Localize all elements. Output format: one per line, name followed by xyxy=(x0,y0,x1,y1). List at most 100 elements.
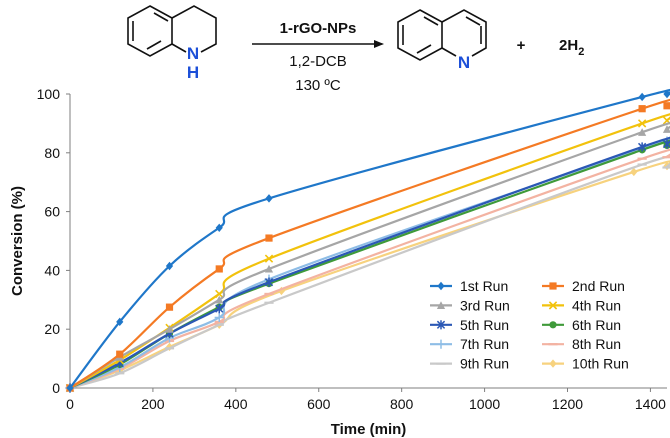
legend-swatch-marker xyxy=(548,301,558,310)
x-tick-labels: 0 200 400 600 800 1000 1200 1400 xyxy=(66,388,666,412)
legend-item: 8th Run xyxy=(542,336,621,352)
legend-item: 5th Run xyxy=(430,317,509,333)
hydrogen-byproduct: 2H2 xyxy=(559,37,584,58)
legend-swatch-marker xyxy=(436,301,446,309)
y-tick-label: 80 xyxy=(44,145,60,161)
x-axis-title: Time (min) xyxy=(331,421,407,438)
reaction-arrow-head xyxy=(374,40,384,48)
product-cn-bond xyxy=(441,47,457,57)
x-tick-label: 0 xyxy=(66,396,74,412)
legend-label: 7th Run xyxy=(460,336,509,352)
data-point xyxy=(638,105,646,113)
legend-label: 4th Run xyxy=(572,297,621,313)
data-point xyxy=(663,89,670,99)
data-point xyxy=(264,264,274,273)
hydrogen-byproduct-prefix: 2H xyxy=(559,37,578,54)
legend-label: 1st Run xyxy=(460,278,508,294)
data-point xyxy=(215,295,224,304)
data-point xyxy=(637,119,647,128)
plus-sign: + xyxy=(517,37,526,54)
y-tick-labels: 0 20 40 60 80 100 xyxy=(37,86,70,396)
x-tick-label: 600 xyxy=(307,396,331,412)
data-point xyxy=(265,194,273,203)
reactant-nh-bond xyxy=(171,43,187,53)
reactant-aromatic-bond xyxy=(146,40,162,50)
legend-swatch-marker xyxy=(549,359,557,368)
legend-label: 10th Run xyxy=(572,356,629,372)
x-tick-label: 1200 xyxy=(552,396,583,412)
data-point xyxy=(215,304,224,314)
x-tick-label: 800 xyxy=(390,396,414,412)
legend-item: 4th Run xyxy=(542,297,621,313)
reactant-structure xyxy=(127,5,217,57)
product-benzene-ring xyxy=(397,9,443,61)
data-point xyxy=(630,167,638,177)
reactant-hydrogen: H xyxy=(187,63,199,82)
data-point xyxy=(264,277,274,287)
legend-item: 9th Run xyxy=(430,356,509,372)
legend-swatch-marker xyxy=(549,282,557,290)
y-axis-title: Conversion (%) xyxy=(9,186,26,296)
legend-swatch-marker xyxy=(436,339,446,349)
x-tick-label: 400 xyxy=(224,396,248,412)
x-tick-label: 1400 xyxy=(635,396,666,412)
product-aromatic-bond xyxy=(423,16,439,26)
legend-label: 2nd Run xyxy=(572,278,625,294)
data-point xyxy=(165,261,174,271)
chart: 0 20 40 60 80 100 0 200 400 600 800 1000 1200 1400 T… xyxy=(9,86,670,438)
solvent-label: 1,2-DCB xyxy=(289,53,347,70)
data-point xyxy=(165,303,174,311)
y-tick-label: 40 xyxy=(44,262,60,278)
product-aromatic-bond xyxy=(416,44,432,54)
legend-item: 2nd Run xyxy=(542,278,625,294)
data-point xyxy=(116,317,124,327)
product-nitrogen: N xyxy=(458,53,470,72)
data-point xyxy=(265,234,273,242)
legend: 1st Run 2nd Run 3rd Run 4th Run 5th Run 6th R… xyxy=(430,278,629,372)
legend-swatch-marker xyxy=(549,321,557,329)
data-point xyxy=(215,289,224,299)
reaction-scheme: N H 1-rGO-NPs 1,2-DCB 130 ºC N + 2H2 xyxy=(127,5,584,94)
reactant-nitrogen: N xyxy=(187,44,199,63)
legend-item: 10th Run xyxy=(542,356,629,372)
legend-label: 8th Run xyxy=(572,336,621,352)
y-tick-label: 100 xyxy=(37,86,61,102)
legend-label: 9th Run xyxy=(460,356,509,372)
series-9 xyxy=(65,155,670,390)
product-aromatic-bond xyxy=(465,16,481,26)
data-point xyxy=(638,128,647,136)
data-point xyxy=(214,312,224,323)
legend-label: 6th Run xyxy=(572,317,621,333)
y-tick-label: 20 xyxy=(44,321,60,337)
data-point xyxy=(662,125,670,133)
legend-swatch-marker xyxy=(437,281,445,291)
hydrogen-byproduct-subscript: 2 xyxy=(578,46,584,58)
data-point xyxy=(215,265,223,273)
reactant-aromatic-bond xyxy=(153,12,169,22)
data-point xyxy=(66,383,74,393)
legend-item: 3rd Run xyxy=(430,297,510,313)
data-point xyxy=(264,254,274,263)
data-point xyxy=(116,350,124,358)
legend-label: 5th Run xyxy=(460,317,509,333)
legend-item: 7th Run xyxy=(430,336,509,352)
temperature-label: 130 ºC xyxy=(295,77,341,94)
data-point xyxy=(662,139,670,149)
y-tick-label: 60 xyxy=(44,204,60,220)
data-point xyxy=(215,223,223,232)
x-tick-label: 1000 xyxy=(469,396,500,412)
y-tick-label: 0 xyxy=(52,380,60,396)
reactant-benzene-ring xyxy=(127,5,173,57)
reactant-saturated-ring xyxy=(171,5,217,53)
product-pyridine-ring xyxy=(441,9,487,57)
data-point xyxy=(638,92,646,102)
legend-swatch-marker xyxy=(436,320,446,330)
legend-label: 3rd Run xyxy=(460,297,510,313)
series-1 xyxy=(66,88,670,393)
data-point xyxy=(165,325,174,333)
product-structure xyxy=(397,9,487,61)
data-point xyxy=(663,102,670,110)
series-layer xyxy=(65,88,670,393)
